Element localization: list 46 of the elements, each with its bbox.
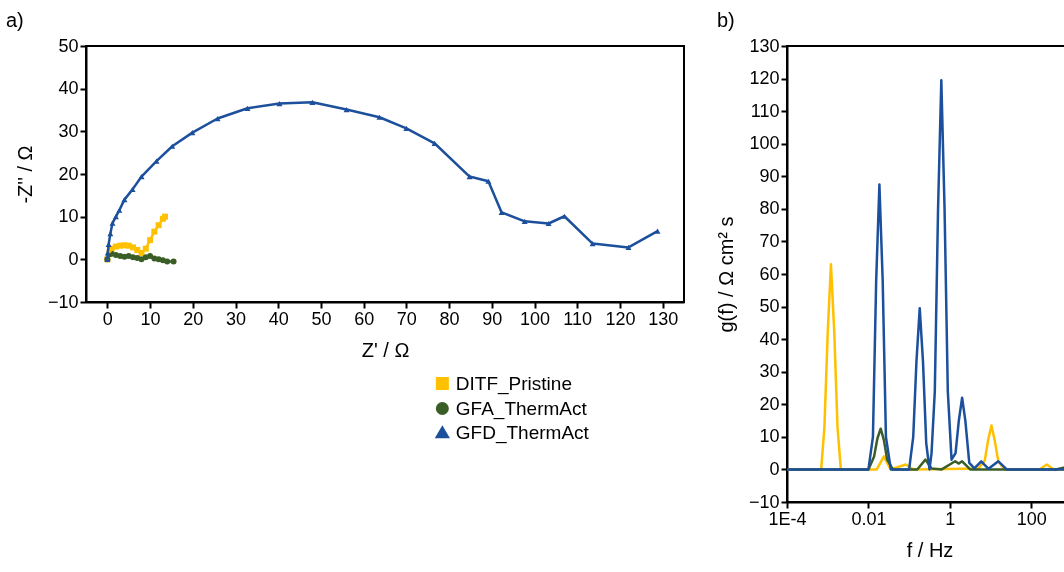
y-tick-label: 40 [58,78,79,99]
y-tick-label: 0 [769,458,780,479]
y-tick-label: 10 [58,206,79,227]
x-tick-label: 70 [396,308,417,329]
y-tick-label: 90 [759,165,780,186]
y-tick-label: 120 [749,68,780,89]
y-tick-label: 40 [759,328,780,349]
y-tick-label: 50 [58,35,79,56]
x-tick-label: 0.01 [851,508,887,529]
y-tick-label: 20 [759,393,780,414]
y-axis-title: g(f) / Ω cm² s [714,216,737,333]
x-tick-label: 80 [439,308,460,329]
x-tick-label: 10 [140,308,161,329]
x-tick-label: 130 [648,308,679,329]
legend-label: GFD_ThermAct [455,421,590,444]
y-tick-label: 70 [759,230,780,251]
y-tick-label: 0 [68,248,79,269]
x-tick-label: 120 [605,308,636,329]
y-tick-label: 20 [58,163,79,184]
y-tick-label: 110 [750,100,780,121]
x-axis-title: f / Hz [906,538,954,561]
chart-title: a) [6,9,24,31]
x-tick-label: 90 [482,308,503,329]
x-tick-label: 40 [268,308,289,329]
y-tick-label: 80 [759,198,780,219]
chart-title: b) [717,9,735,31]
x-tick-label: 100 [519,308,551,329]
y-tick-label: 60 [759,263,780,284]
y-tick-label: 30 [759,361,780,382]
y-tick-label: 30 [58,120,79,141]
legend-label: GFA_ThermAct [455,397,588,420]
x-tick-label: 60 [354,308,375,329]
x-tick-label: 0 [102,308,113,329]
x-tick-label: 30 [225,308,247,329]
y-tick-label: 100 [749,133,780,154]
x-tick-label: 100 [1016,508,1047,529]
x-tick-label: 50 [311,308,332,329]
legend-label: DITF_Pristine [455,372,572,395]
y-tick-label: 10 [759,426,780,447]
x-tick-label: 1 [945,508,956,529]
x-axis-title: Z' / Ω [361,338,410,361]
y-axis-title: -Z'' / Ω [13,145,36,204]
x-tick-label: 20 [183,308,204,329]
y-tick-label: 130 [749,35,780,56]
y-tick-label: −10 [47,291,79,312]
x-tick-label: 110 [563,308,593,329]
